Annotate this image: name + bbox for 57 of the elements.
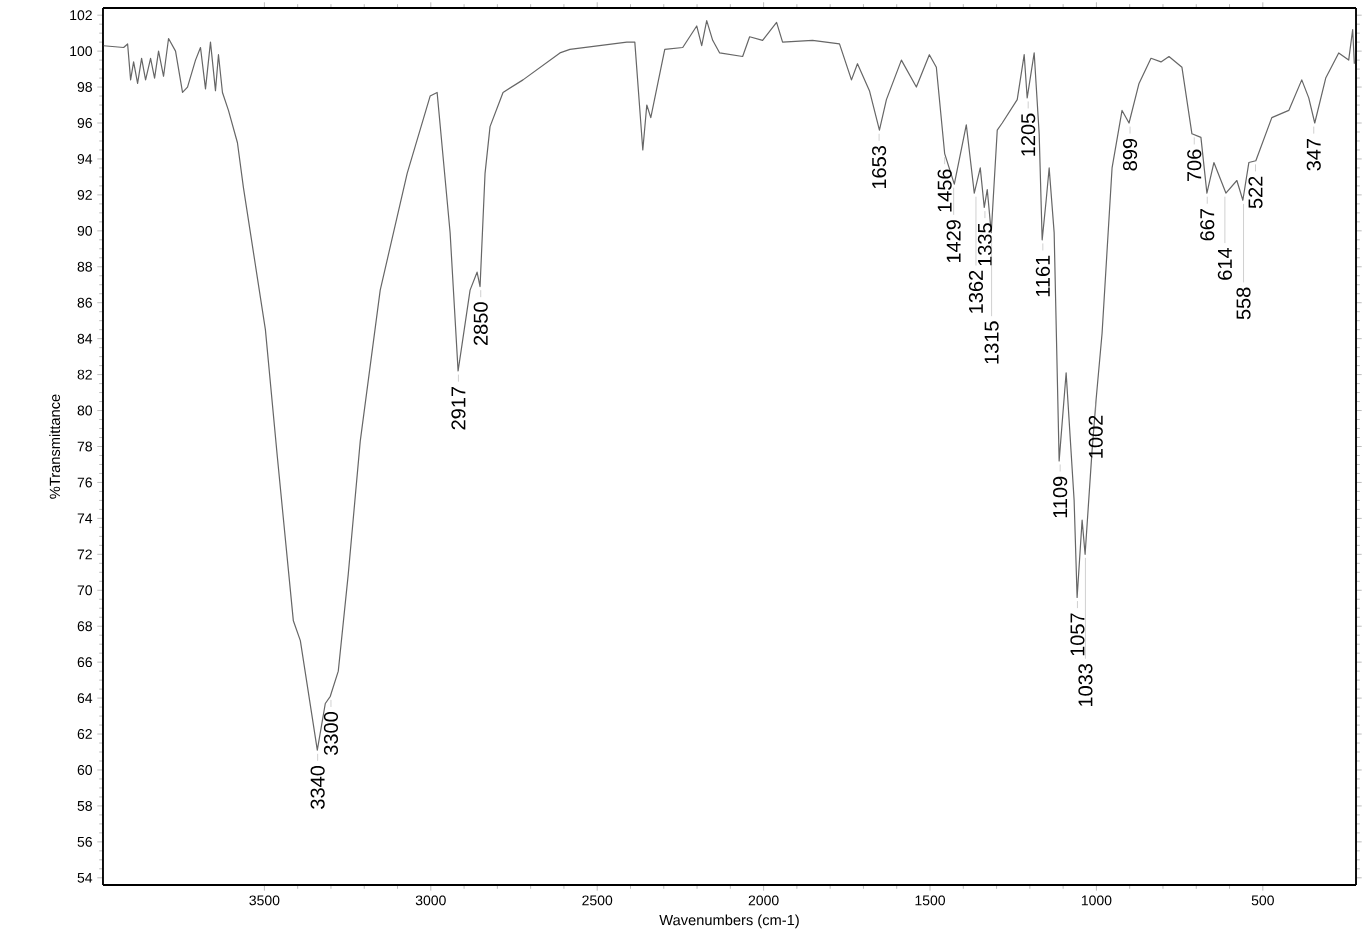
y-tick-label: 96 [77,118,92,128]
annotation: 1653 [872,146,887,189]
y-axis-title: %Transmittance [49,394,61,499]
annotation: 1109 [1053,476,1068,518]
x-tick-label: 1500 [915,895,946,906]
y-tick-label: 88 [77,261,92,272]
annotation: 1205 [1021,113,1036,156]
annotation: 3300 [323,712,339,755]
annotation: 1315 [984,321,999,364]
annotation: 1057 [1070,613,1085,656]
y-tick-label: 68 [77,621,92,632]
x-tick-label: 2000 [748,895,779,906]
annotation: 1429 [946,220,961,263]
annotation: 706 [1187,149,1202,182]
annotation: 1161 [1035,255,1050,297]
annotation: 1033 [1078,663,1093,707]
y-tick-label: 102 [70,10,92,21]
y-tick-label: 90 [77,225,93,236]
y-tick-label: 60 [77,765,93,775]
y-tick-label: 100 [70,46,93,57]
annotation: 614 [1217,247,1232,280]
annotation: 1002 [1088,415,1103,458]
x-tick-label: 3000 [415,895,446,906]
x-tick-label: 1000 [1081,895,1112,906]
x-axis-title: Wavenumbers (cm-1) [659,914,799,929]
y-tick-label: 66 [77,657,92,668]
y-tick-label: 94 [77,154,93,164]
y-tick-label: 98 [77,82,92,93]
y-tick-label: 64 [77,693,93,704]
annotation: 1456 [937,169,952,212]
annotation: 2850 [473,302,488,345]
annotation: 558 [1236,287,1251,320]
annotation: 667 [1200,209,1215,241]
annotation: 1362 [968,270,984,313]
y-tick-label: 54 [77,872,93,883]
annotation: 347 [1306,138,1321,171]
y-tick-label: 76 [77,477,92,488]
y-tick-label: 56 [77,836,92,847]
y-tick-label: 58 [77,800,92,811]
y-tick-label: 70 [77,585,93,596]
y-tick-label: 82 [77,369,92,380]
y-tick-label: 84 [77,333,93,344]
x-tick-label: 500 [1251,895,1274,906]
annotation: 899 [1122,138,1138,171]
x-tick-label: 3500 [249,895,280,906]
annotation: 3340 [310,765,325,809]
y-tick-label: 80 [77,405,93,416]
x-tick-label: 2500 [582,895,613,906]
y-tick-label: 78 [77,441,92,452]
y-tick-label: 74 [77,513,93,524]
y-tick-label: 72 [77,549,92,560]
y-tick-label: 62 [77,729,92,739]
y-tick-label: 86 [77,297,92,308]
annotation: 522 [1248,176,1263,209]
y-tick-label: 92 [77,189,92,200]
annotation: 2917 [451,386,466,430]
annotation: 1335 [977,223,992,266]
